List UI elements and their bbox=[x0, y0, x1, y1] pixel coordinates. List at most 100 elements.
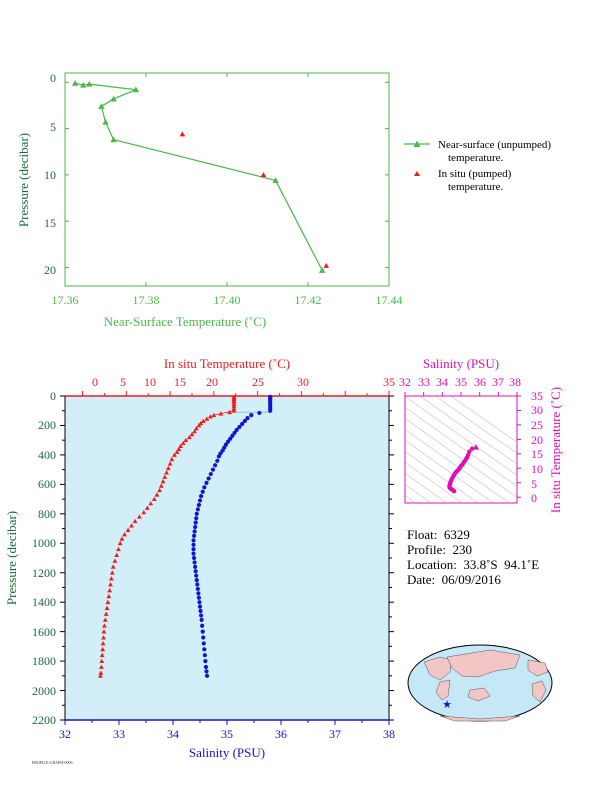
sal-tick-label: 34 bbox=[167, 727, 179, 741]
sal-tick-label: 38 bbox=[383, 727, 395, 741]
temperature-point bbox=[231, 399, 237, 404]
near-surface-point bbox=[86, 80, 93, 87]
density-contour bbox=[405, 483, 432, 503]
temperature-point bbox=[112, 558, 118, 563]
salinity-point bbox=[193, 520, 198, 525]
temperature-point bbox=[141, 509, 147, 515]
density-contour bbox=[405, 417, 517, 498]
temperature-point bbox=[98, 664, 104, 669]
land-north-america bbox=[527, 659, 549, 677]
ts-surface-point bbox=[472, 444, 479, 450]
temperature-point bbox=[114, 552, 120, 557]
profile-number: Profile: 230 bbox=[407, 542, 472, 557]
salinity-point bbox=[191, 533, 197, 539]
salinity-point bbox=[203, 664, 209, 670]
temperature-point bbox=[174, 449, 180, 454]
pressure-tick-label: 0 bbox=[50, 389, 56, 403]
land-asia bbox=[446, 649, 521, 678]
temperature-point bbox=[148, 501, 154, 506]
temp-tick-label: 30 bbox=[297, 375, 309, 389]
ts-point bbox=[467, 449, 472, 454]
salinity-point bbox=[206, 476, 211, 481]
pressure-tick-label: 1200 bbox=[32, 566, 56, 580]
pressure-tick-label: 1400 bbox=[32, 595, 56, 609]
temp-tick-label: 15 bbox=[174, 375, 186, 389]
ts-x-axis-title: Salinity (PSU) bbox=[423, 356, 499, 371]
temperature-point bbox=[105, 599, 111, 605]
ts-point bbox=[470, 446, 475, 451]
sal-tick-label: 36 bbox=[275, 727, 287, 741]
profile-data-marks bbox=[98, 394, 273, 678]
temperature-point bbox=[162, 474, 168, 479]
pressure-tick-label: 2000 bbox=[32, 684, 56, 698]
temperature-point bbox=[172, 452, 177, 457]
y-tick-label: 10 bbox=[44, 168, 56, 182]
y-tick-label: 5 bbox=[50, 120, 56, 134]
y-tick-label: 20 bbox=[44, 263, 56, 277]
near-surface-point bbox=[102, 118, 109, 125]
salinity-point bbox=[230, 433, 235, 438]
ts-y-tick-label: 20 bbox=[531, 433, 543, 447]
temperature-point bbox=[231, 408, 237, 413]
salinity-point bbox=[204, 673, 210, 678]
density-contour bbox=[419, 396, 517, 465]
land-africa-europe bbox=[423, 656, 453, 681]
ts-y-tick-label: 15 bbox=[531, 447, 543, 461]
float-location-star-icon: ★ bbox=[442, 699, 452, 711]
temp-tick-label: 0 bbox=[92, 375, 98, 389]
float-info-block: Float: 6329 Profile: 230 Location: 33.8˚… bbox=[407, 527, 539, 587]
sal-tick-label: 32 bbox=[59, 727, 71, 741]
ts-x-tick-label: 33 bbox=[418, 375, 430, 389]
land-south-america bbox=[531, 680, 547, 703]
salinity-point bbox=[196, 595, 202, 600]
salinity-point bbox=[242, 418, 247, 424]
temperature-point bbox=[137, 514, 142, 519]
ts-data-marks bbox=[404, 392, 521, 498]
ts-y-tick-label: 10 bbox=[531, 462, 543, 476]
near-surface-legend: Near-surface (unpumped) temperature. In … bbox=[404, 139, 551, 193]
temperature-point bbox=[207, 414, 213, 419]
float-id: Float: 6329 bbox=[407, 527, 470, 542]
near-surface-point bbox=[110, 136, 117, 143]
land-africa-south bbox=[435, 679, 451, 701]
salinity-point bbox=[257, 410, 262, 416]
salinity-point bbox=[194, 516, 199, 521]
temperature-point bbox=[104, 605, 110, 610]
temperature-point bbox=[103, 611, 109, 616]
salinity-point bbox=[202, 647, 207, 652]
temperature-point bbox=[99, 658, 105, 664]
profile-date: Date: 06/09/2016 bbox=[407, 572, 501, 587]
salinity-point bbox=[225, 439, 231, 444]
temp-tick-label: 5 bbox=[120, 375, 126, 389]
density-contour bbox=[405, 439, 495, 503]
salinity-point bbox=[193, 524, 198, 530]
salinity-point bbox=[210, 467, 216, 472]
salinity-point bbox=[201, 641, 206, 646]
salinity-point bbox=[192, 560, 197, 565]
x-tick-label: 17.38 bbox=[133, 293, 160, 307]
near-surface-plot-frame bbox=[64, 72, 390, 287]
temperature-point bbox=[176, 446, 182, 451]
temperature-point bbox=[98, 670, 104, 675]
sal-tick-label: 37 bbox=[329, 727, 341, 741]
temperature-point bbox=[192, 428, 197, 434]
temperature-point bbox=[196, 423, 202, 428]
temperature-point bbox=[231, 401, 237, 407]
ts-y-tick-label: 5 bbox=[531, 477, 537, 491]
density-contour bbox=[450, 396, 517, 443]
sal-tick-label: 33 bbox=[113, 727, 125, 741]
salinity-axis-title: Salinity (PSU) bbox=[189, 745, 265, 760]
temperature-point bbox=[109, 576, 114, 581]
pressure-tick-label: 200 bbox=[38, 418, 56, 432]
temperature-point bbox=[218, 411, 224, 416]
salinity-point bbox=[197, 498, 203, 503]
salinity-point bbox=[216, 454, 221, 459]
temperature-point bbox=[167, 461, 173, 466]
temperature-point bbox=[189, 431, 195, 437]
salinity-point bbox=[228, 436, 233, 441]
temperature-point bbox=[110, 564, 116, 569]
ts-y-axis-title: In situ Temperature (˚C) bbox=[548, 387, 563, 513]
temperature-point bbox=[165, 465, 171, 471]
ts-x-tick-label: 34 bbox=[436, 375, 448, 389]
legend-in-situ-line2: temperature. bbox=[448, 181, 504, 193]
